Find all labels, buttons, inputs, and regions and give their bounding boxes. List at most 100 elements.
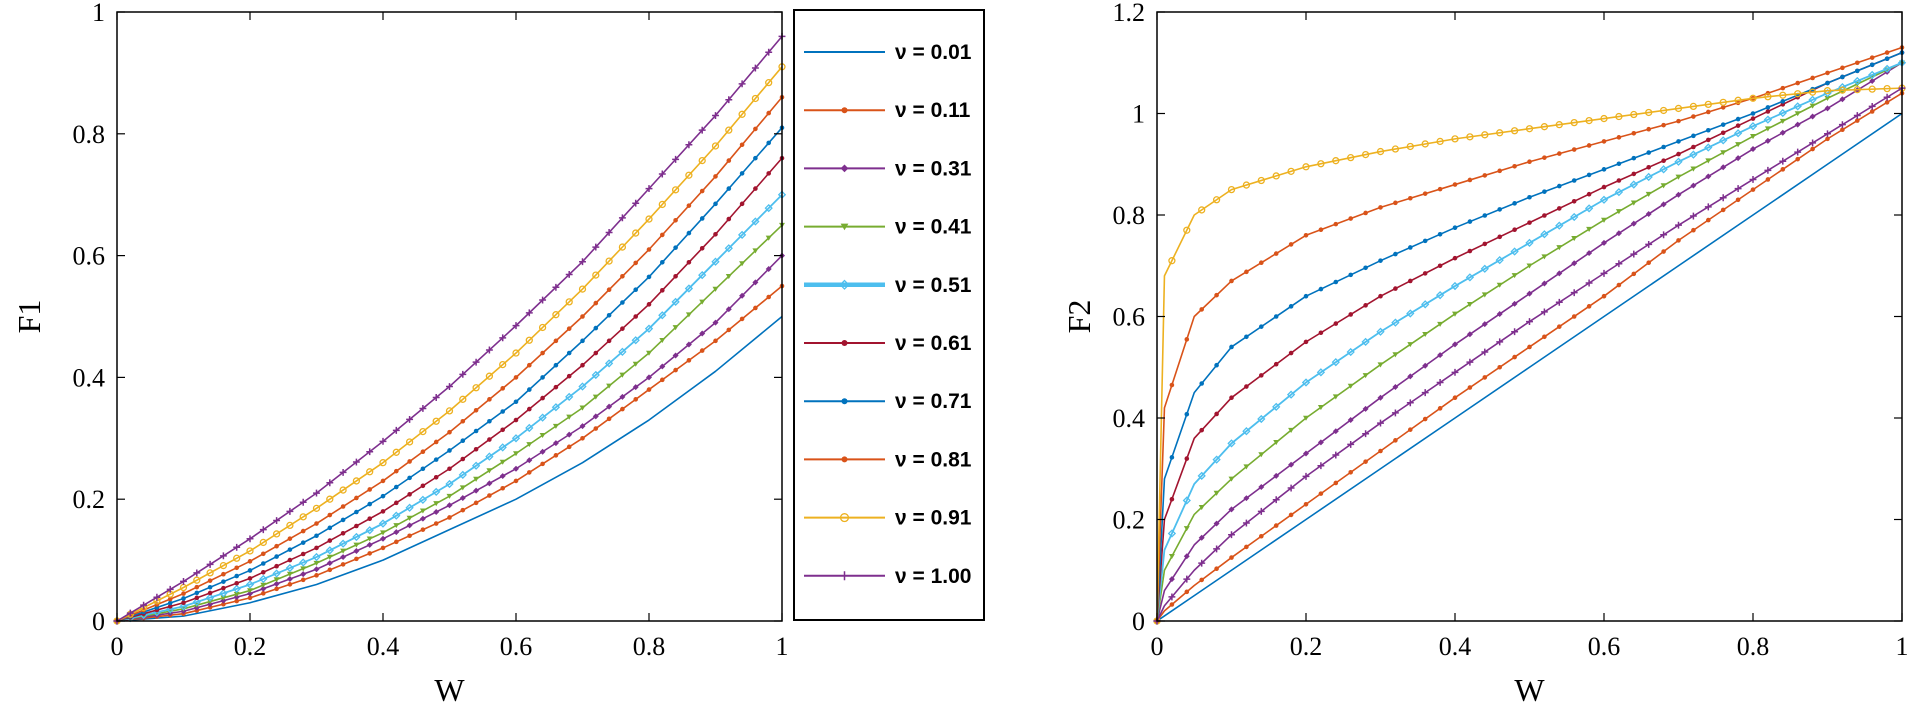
data-point (1883, 93, 1891, 101)
data-point (739, 142, 745, 148)
data-point (273, 580, 280, 587)
data-point (300, 577, 306, 583)
data-point (753, 305, 758, 311)
data-point (233, 594, 240, 601)
data-point (686, 230, 692, 236)
data-point (1496, 338, 1504, 346)
data-point (592, 243, 600, 251)
data-point (1526, 318, 1533, 326)
data-point (1689, 150, 1698, 159)
data-point (340, 504, 346, 509)
x-tick-label: 0.6 (500, 632, 533, 661)
data-point (1497, 168, 1502, 174)
data-point (1437, 231, 1443, 237)
data-point (180, 577, 187, 585)
data-point (606, 287, 612, 293)
x-tick-label: 0.4 (1439, 632, 1472, 661)
data-point (1168, 257, 1176, 265)
data-point (1257, 176, 1265, 185)
data-point (1376, 147, 1385, 156)
data-point (419, 427, 427, 436)
data-point (620, 326, 625, 331)
legend-marker (841, 107, 848, 114)
data-point (660, 377, 665, 383)
data-point (1659, 106, 1668, 115)
series-10 (113, 32, 786, 625)
data-point (286, 575, 293, 582)
x-axis-label: W (1514, 672, 1545, 708)
data-point (1348, 470, 1353, 475)
legend-item: ν = 0.71 (804, 390, 972, 413)
data-point (1615, 112, 1623, 121)
data-point (1765, 105, 1771, 110)
data-point (1733, 129, 1743, 138)
data-point (684, 284, 694, 293)
data-point (1571, 178, 1577, 183)
data-point (221, 579, 226, 584)
data-point (539, 296, 547, 304)
data-point (538, 413, 547, 422)
x-tick-label: 1 (1896, 632, 1909, 661)
data-point (1437, 406, 1443, 411)
data-point (1212, 455, 1221, 464)
data-point (751, 64, 759, 72)
data-point (1378, 258, 1383, 263)
data-point (486, 468, 493, 474)
data-point (1317, 160, 1325, 168)
data-point (1810, 75, 1815, 81)
data-point (207, 578, 213, 583)
data-point (380, 545, 386, 551)
data-point (512, 349, 520, 357)
data-point (1362, 405, 1369, 412)
series-line (1156, 87, 1903, 622)
data-point (179, 602, 188, 611)
data-point (300, 571, 307, 578)
data-point (566, 373, 572, 379)
data-point (752, 279, 759, 286)
data-point (632, 199, 640, 207)
data-point (527, 387, 532, 392)
data-point (1555, 121, 1563, 129)
data-point (1482, 241, 1488, 247)
series-line (116, 315, 783, 622)
legend-item: ν = 0.41 (804, 216, 972, 239)
data-point (685, 141, 693, 149)
data-point (1616, 178, 1622, 183)
data-point (207, 590, 213, 596)
data-point (326, 560, 333, 567)
data-point (592, 413, 599, 420)
x-tick-label: 0.6 (1588, 632, 1621, 661)
data-point (1720, 130, 1726, 136)
data-point (1480, 264, 1489, 273)
data-point (1496, 282, 1503, 288)
data-point (219, 552, 227, 560)
data-point (378, 519, 388, 528)
data-point (765, 235, 772, 241)
data-point (1198, 534, 1205, 541)
data-point (1244, 384, 1249, 389)
data-point (726, 327, 732, 333)
data-point (420, 483, 426, 489)
data-point (1214, 566, 1219, 572)
data-point (313, 489, 320, 497)
data-point (287, 536, 293, 541)
series-3 (114, 252, 785, 624)
data-point (1435, 291, 1445, 300)
data-point (1452, 182, 1458, 187)
data-point (406, 522, 413, 529)
data-point (527, 406, 532, 412)
data-point (540, 461, 545, 467)
data-point (1512, 201, 1517, 206)
data-point (285, 563, 295, 573)
data-point (1527, 159, 1532, 165)
data-point (1780, 85, 1786, 91)
data-point (1392, 352, 1399, 358)
series-line (1156, 112, 1903, 622)
data-point (233, 591, 240, 597)
data-point (1466, 331, 1473, 338)
data-point (234, 580, 239, 586)
data-point (367, 551, 373, 556)
data-point (1347, 440, 1355, 448)
data-point (1393, 251, 1398, 257)
data-point (753, 155, 758, 161)
